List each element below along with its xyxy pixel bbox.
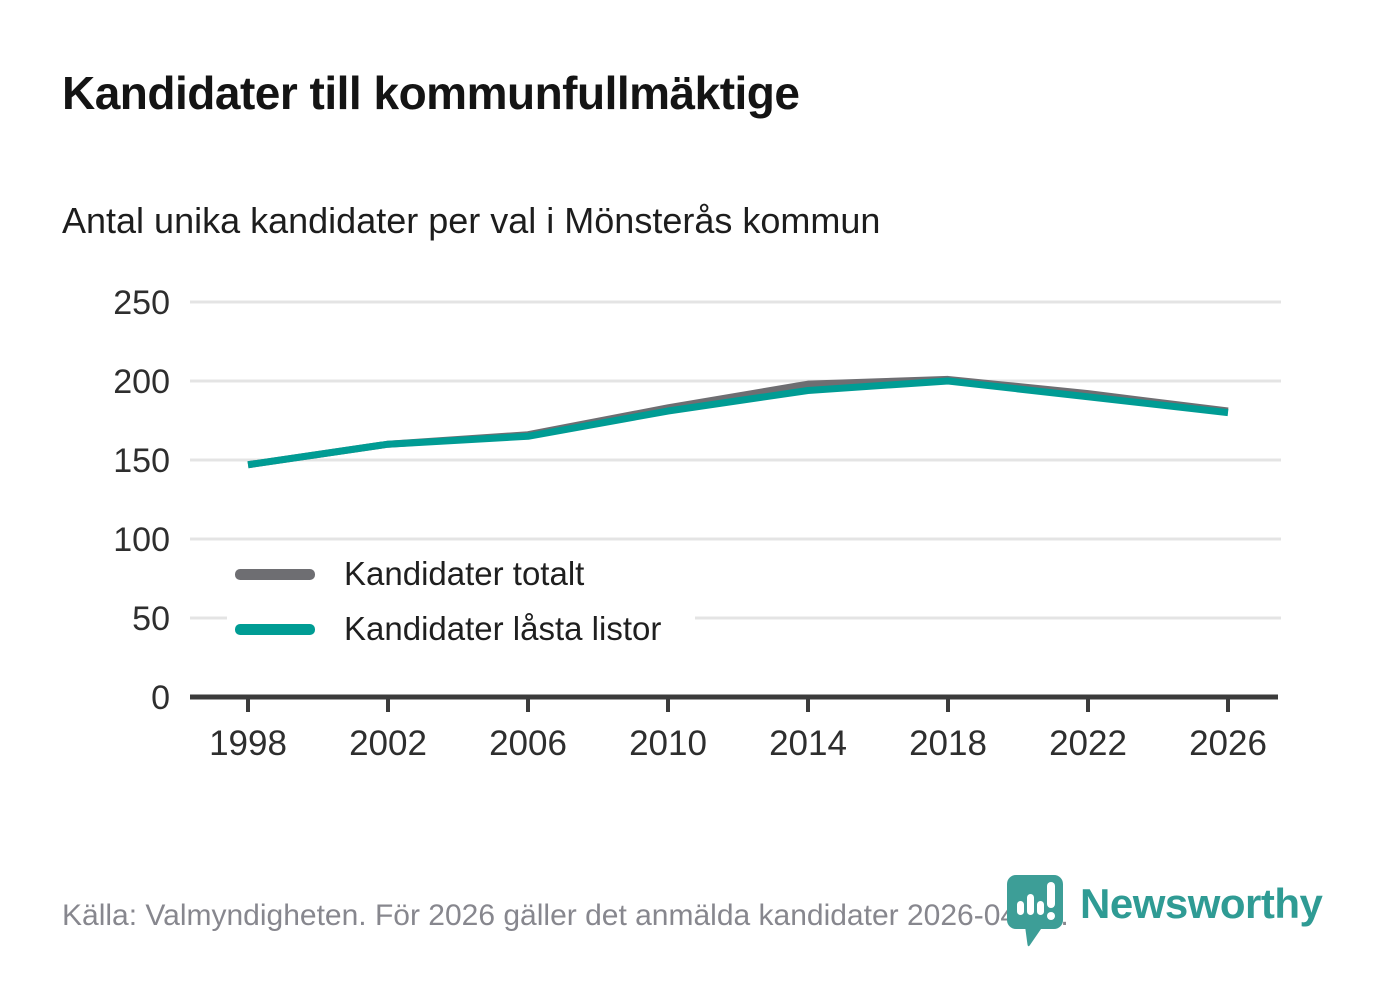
legend-label: Kandidater låsta listor — [344, 610, 662, 647]
y-tick-label-250: 250 — [113, 284, 170, 322]
y-tick-label-100: 100 — [113, 521, 170, 559]
y-tick-label-150: 150 — [113, 442, 170, 480]
newsworthy-wordmark: Newsworthy — [1080, 880, 1323, 927]
y-tick-label-50: 50 — [132, 600, 170, 638]
x-tick-label-1998: 1998 — [209, 724, 287, 763]
legend-swatch — [235, 568, 315, 580]
x-tick-label-2026: 2026 — [1189, 724, 1267, 763]
newsworthy-logo: Newsworthy — [1006, 874, 1323, 960]
x-tick-label-2010: 2010 — [629, 724, 707, 763]
y-tick-label-0: 0 — [151, 679, 170, 717]
x-tick-label-2014: 2014 — [769, 724, 847, 763]
newsworthy-pin-icon — [1007, 875, 1063, 947]
chart-subtitle: Antal unika kandidater per val i Mönster… — [62, 200, 881, 241]
y-tick-label-200: 200 — [113, 363, 170, 401]
x-tick-label-2006: 2006 — [489, 724, 567, 763]
series-line-kandidater-totalt — [247, 375, 1229, 469]
chart-legend: Kandidater totalt Kandidater låsta listor — [227, 549, 696, 658]
legend-item: Kandidater totalt — [235, 555, 661, 593]
series-line-kandidater-låsta-listor — [247, 377, 1229, 469]
line-chart: 0 50 100 150 200 250 1998 2002 2006 2010 2014 2018 2… — [113, 284, 1281, 763]
legend-item: Kandidater låsta listor — [235, 610, 661, 648]
source-note: Källa: Valmyndigheten. För 2026 gäller d… — [62, 899, 1069, 932]
legend-label: Kandidater totalt — [344, 555, 585, 592]
page-title: Kandidater till kommunfullmäktige — [62, 67, 800, 119]
x-tick-label-2022: 2022 — [1049, 724, 1127, 763]
x-tick-label-2002: 2002 — [349, 724, 427, 763]
x-tick-label-2018: 2018 — [909, 724, 987, 763]
legend-swatch — [235, 623, 315, 635]
